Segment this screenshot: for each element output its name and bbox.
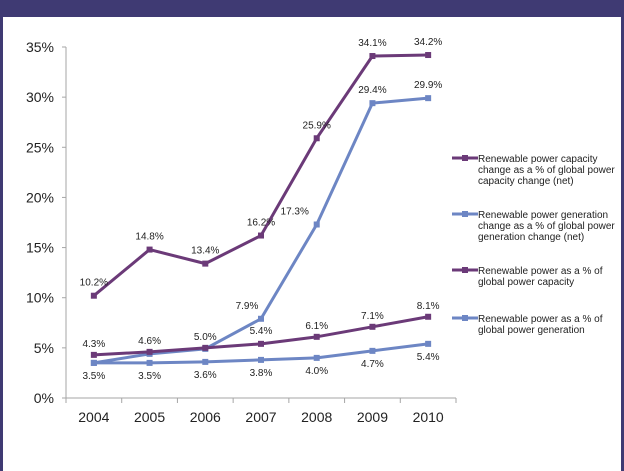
data-point [90, 292, 97, 299]
data-label: 34.2% [414, 37, 442, 48]
data-point [90, 359, 97, 366]
y-tick-label: 0% [34, 390, 54, 406]
legend-marker [462, 315, 468, 321]
data-point [369, 347, 376, 354]
y-tick-label: 30% [26, 89, 54, 105]
data-label: 3.5% [138, 371, 161, 382]
data-point [258, 232, 264, 239]
data-point [202, 344, 209, 351]
data-label: 5.0% [194, 332, 217, 343]
x-tick-label: 2009 [357, 409, 388, 425]
data-point [313, 135, 320, 142]
y-tick-label: 5% [34, 340, 54, 356]
x-tick-label: 2008 [301, 409, 332, 425]
x-tick-label: 2006 [190, 409, 221, 425]
data-point [258, 340, 264, 347]
legend-label: global power generation [478, 325, 585, 336]
x-tick-label: 2007 [245, 409, 276, 425]
data-label: 34.1% [358, 38, 386, 49]
legend-label: change as a % of global power [478, 165, 615, 176]
y-tick-label: 20% [26, 189, 54, 205]
data-label: 4.0% [305, 366, 328, 377]
y-tick-label: 15% [26, 240, 54, 256]
data-point [425, 340, 432, 347]
data-label: 7.1% [361, 311, 384, 322]
data-point [313, 333, 320, 340]
chart-axes: 0% 5% 10% 15% 20% 25% 30% 35% 2004 2005 2006 2007 20… [26, 39, 457, 425]
data-point [369, 53, 376, 60]
y-tick-label: 35% [26, 39, 54, 55]
series-line-2 [93, 96, 429, 365]
data-point [313, 221, 320, 228]
data-label: 4.7% [361, 359, 384, 370]
data-point [425, 313, 432, 320]
data-point [425, 52, 432, 59]
legend-label: generation change (net) [478, 232, 584, 243]
x-tick-label: 2010 [413, 409, 444, 425]
left-border [0, 17, 3, 471]
data-label: 7.9% [236, 301, 259, 312]
header-band [0, 0, 624, 17]
data-label: 3.8% [250, 368, 273, 379]
legend-label: Renewable power as a % of [478, 314, 603, 325]
x-tick-label: 2004 [78, 409, 109, 425]
right-border [621, 17, 624, 471]
data-point [369, 100, 376, 107]
data-point [202, 260, 209, 267]
data-label: 29.9% [414, 80, 442, 91]
data-point [146, 348, 153, 355]
data-point [146, 246, 153, 253]
data-point [146, 359, 153, 366]
y-tick-label: 10% [26, 290, 54, 306]
legend-label: global power capacity [478, 277, 574, 288]
data-point [258, 356, 264, 363]
data-label: 5.4% [250, 326, 273, 337]
legend-marker [462, 267, 468, 273]
legend-label: Renewable power generation [478, 210, 608, 221]
data-label: 4.6% [138, 336, 161, 347]
y-tick-label: 25% [26, 139, 54, 155]
legend-marker [462, 155, 468, 161]
data-label: 5.4% [417, 352, 440, 363]
data-point [425, 95, 432, 102]
data-label: 4.3% [82, 339, 105, 350]
data-label: 14.8% [135, 232, 163, 243]
data-label: 17.3% [281, 207, 309, 218]
data-point [202, 358, 209, 365]
data-point [90, 351, 97, 358]
chart-data-labels: 10.2% 14.8% 13.4% 16.2% 25.9% 34.1% 34.2% 7.9% 1… [80, 37, 443, 382]
data-label: 25.9% [303, 120, 331, 131]
data-label: 3.6% [194, 370, 217, 381]
data-label: 13.4% [191, 246, 219, 257]
legend-label: change as a % of global power [478, 221, 615, 232]
data-point [313, 354, 320, 361]
chart-series [90, 52, 432, 366]
data-point [369, 323, 376, 330]
data-label: 29.4% [358, 85, 386, 96]
x-tick-label: 2005 [134, 409, 165, 425]
data-label: 6.1% [305, 321, 328, 332]
data-label: 10.2% [80, 278, 108, 289]
legend-marker [462, 211, 468, 217]
legend-label: Renewable power capacity [478, 154, 598, 165]
data-label: 16.2% [247, 218, 275, 229]
legend-label: capacity change (net) [478, 176, 574, 187]
data-label: 3.5% [82, 371, 105, 382]
data-label: 8.1% [417, 301, 440, 312]
data-point [258, 315, 264, 322]
legend-label: Renewable power as a % of [478, 266, 603, 277]
